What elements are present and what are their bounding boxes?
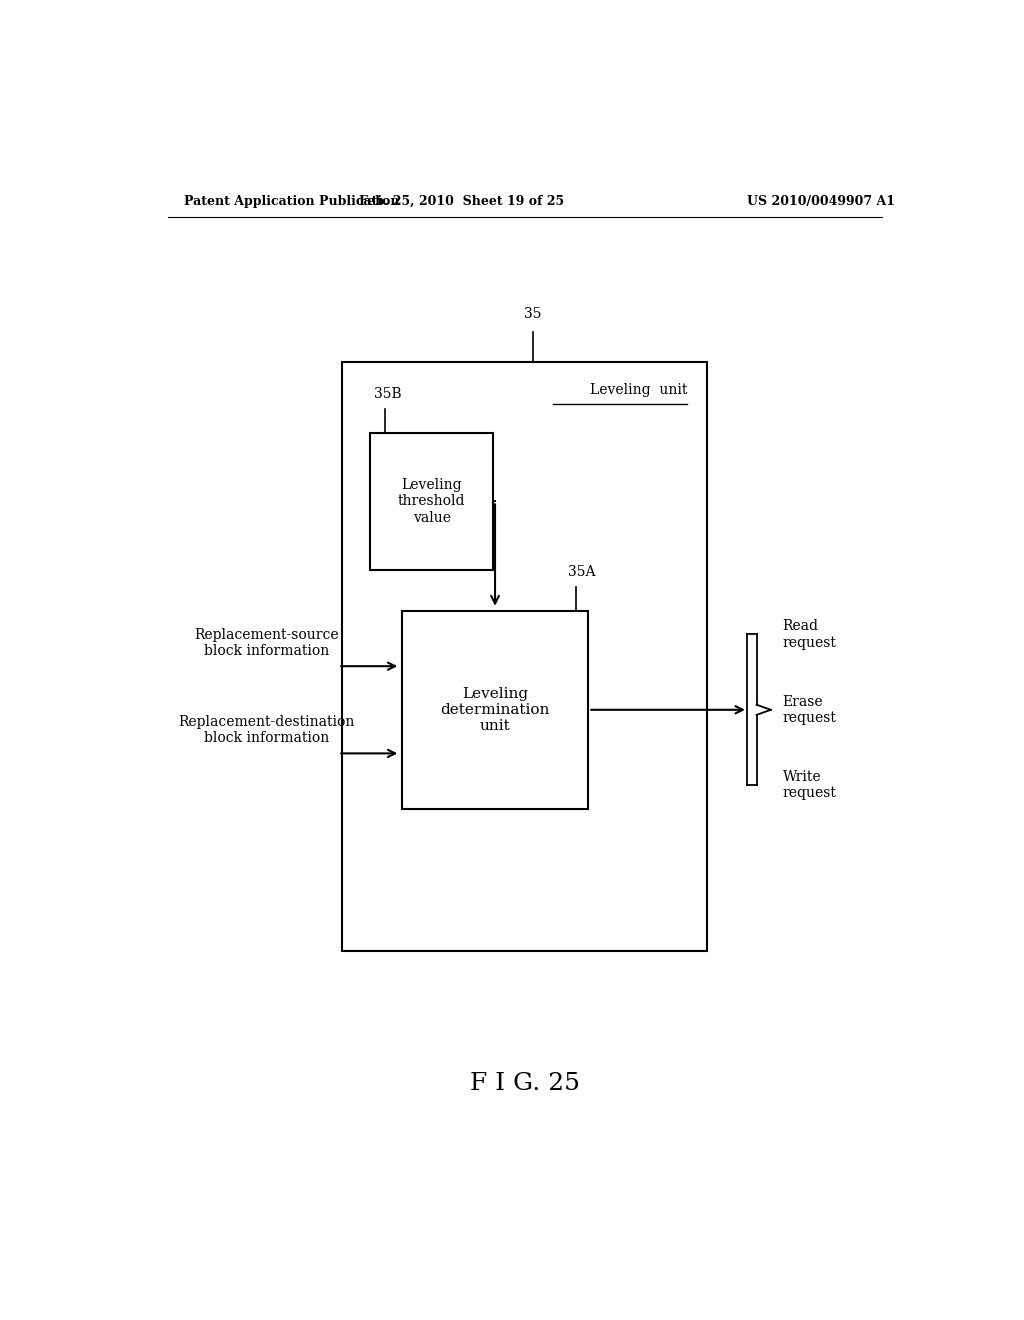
Text: Leveling
threshold
value: Leveling threshold value	[397, 478, 465, 524]
Text: Leveling
determination
unit: Leveling determination unit	[440, 686, 550, 733]
Text: 35B: 35B	[374, 387, 401, 401]
Text: 35: 35	[524, 308, 542, 321]
Text: Replacement-destination
block information: Replacement-destination block informatio…	[179, 715, 355, 746]
Bar	[370, 433, 494, 570]
Text: Erase
request: Erase request	[782, 694, 837, 725]
Text: US 2010/0049907 A1: US 2010/0049907 A1	[748, 194, 895, 207]
Text: Read
request: Read request	[782, 619, 837, 649]
Text: Feb. 25, 2010  Sheet 19 of 25: Feb. 25, 2010 Sheet 19 of 25	[358, 194, 564, 207]
Text: Patent Application Publication: Patent Application Publication	[183, 194, 399, 207]
Text: Write
request: Write request	[782, 770, 837, 800]
Text: 35A: 35A	[568, 565, 596, 579]
Text: Leveling  unit: Leveling unit	[590, 383, 687, 397]
Text: F I G. 25: F I G. 25	[470, 1072, 580, 1094]
Bar	[401, 611, 588, 809]
Text: Replacement-source
block information: Replacement-source block information	[195, 628, 339, 659]
Bar	[342, 362, 708, 952]
